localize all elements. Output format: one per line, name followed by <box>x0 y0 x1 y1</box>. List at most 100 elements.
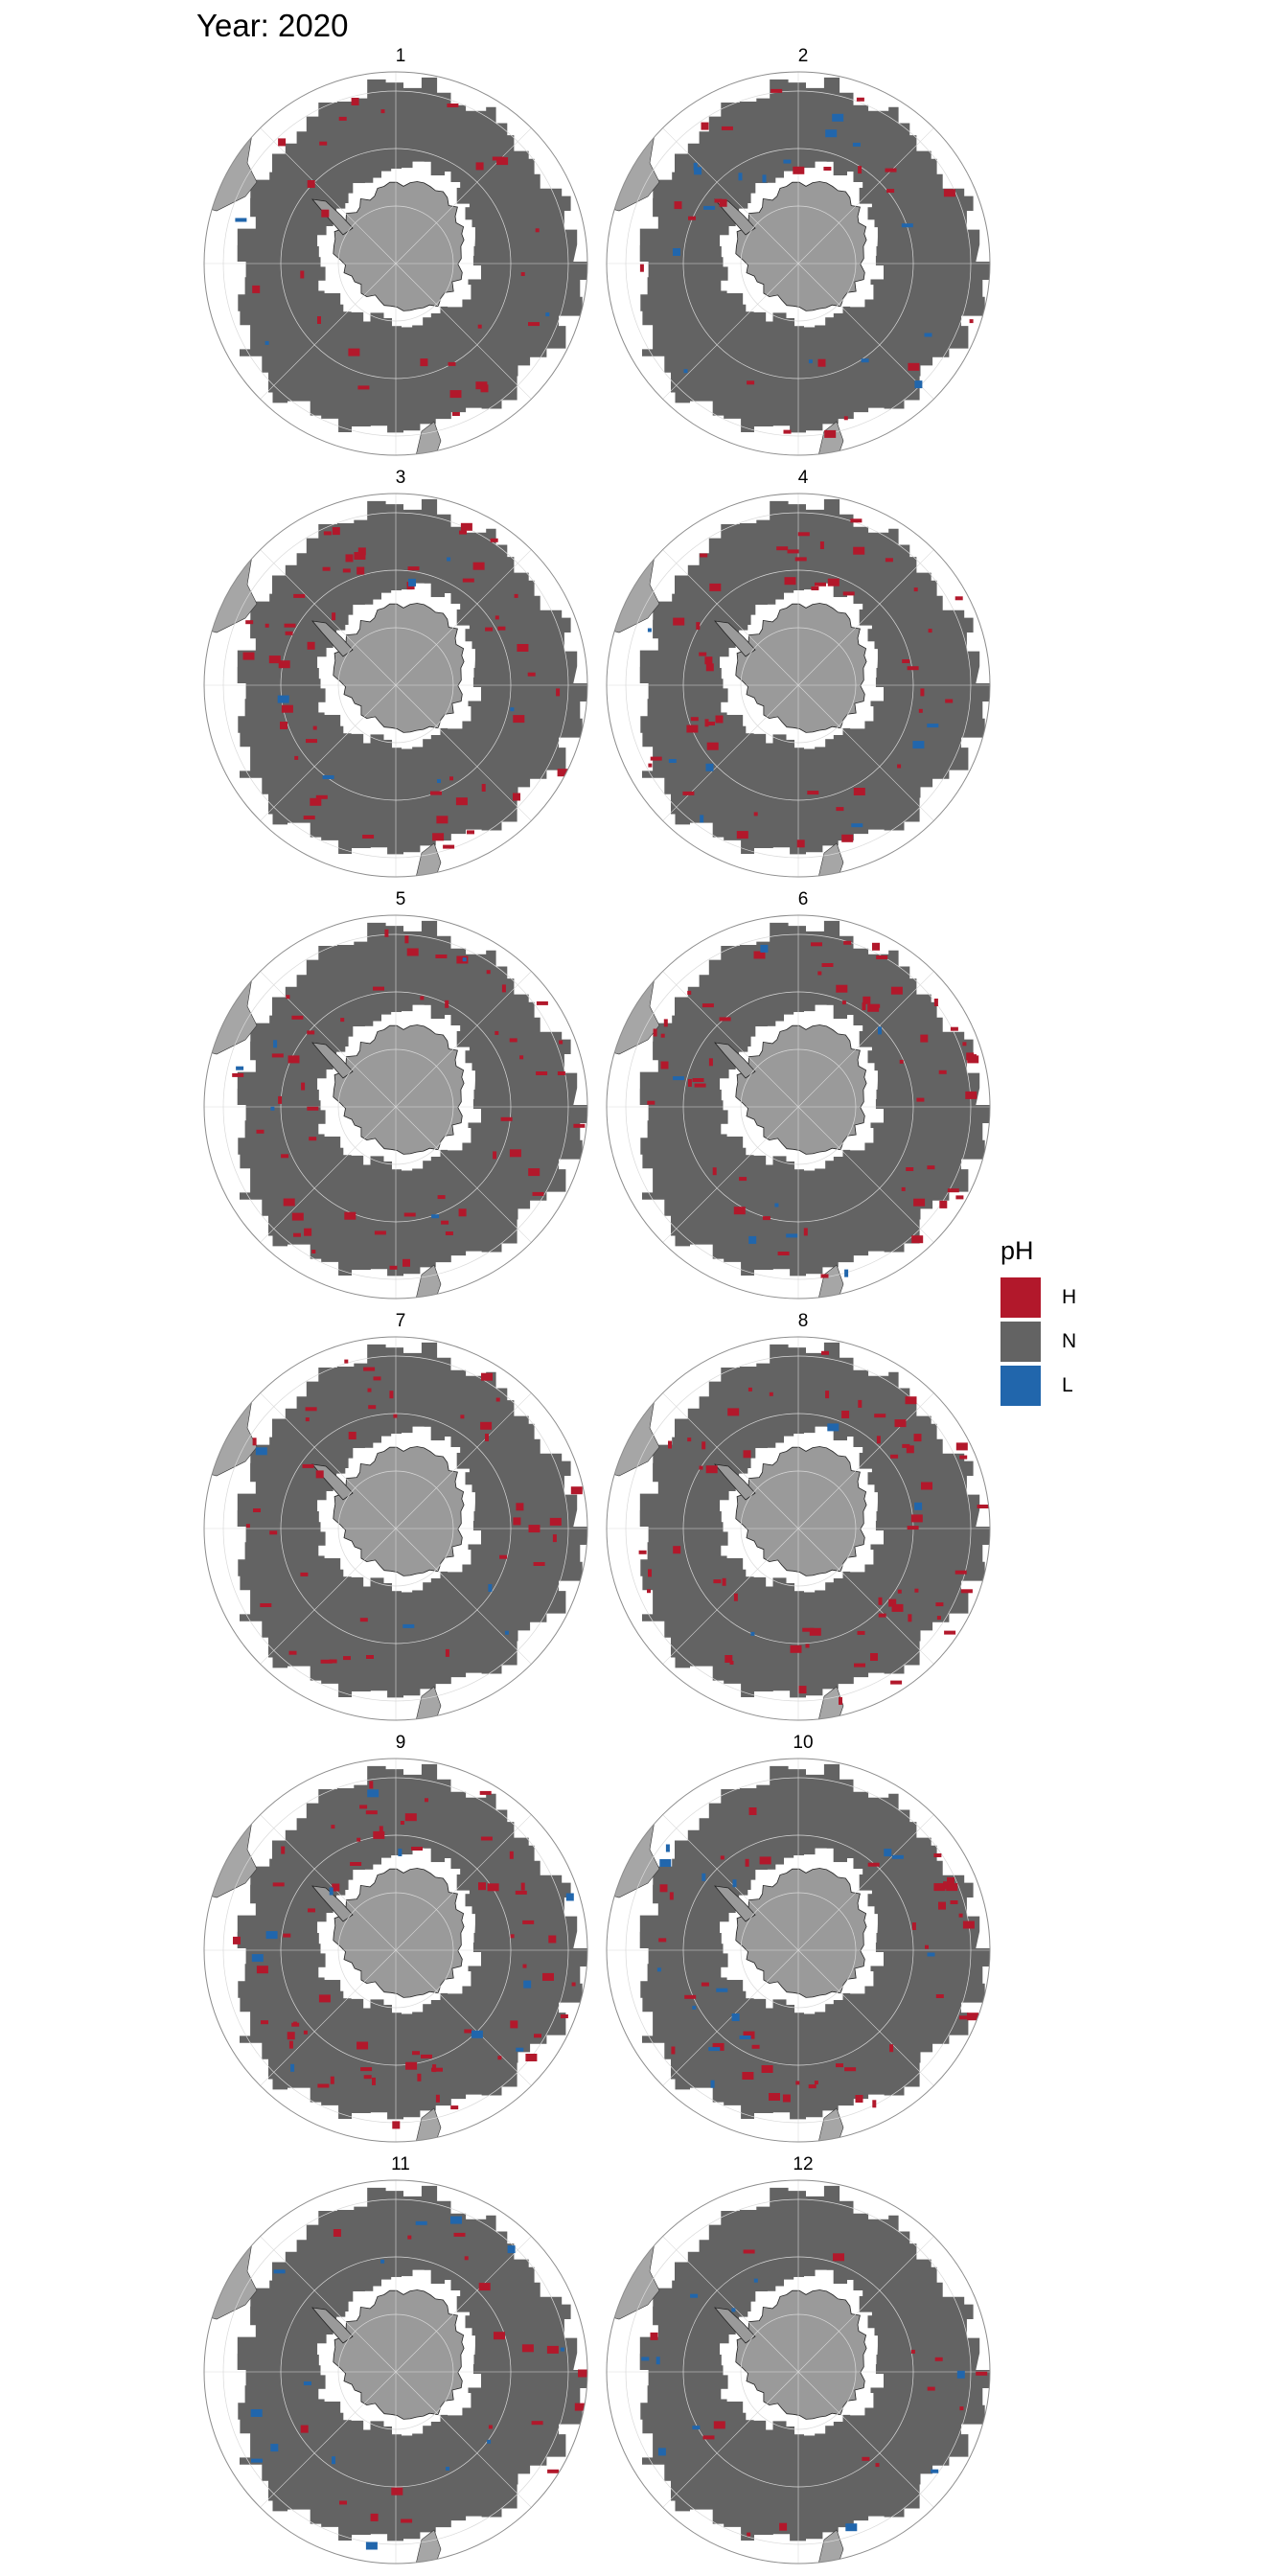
ph-cell-h <box>916 1097 925 1102</box>
ph-cell-l <box>783 159 792 164</box>
ph-cell-h <box>890 986 903 995</box>
ph-cell-h <box>890 1454 899 1459</box>
graticule-meridian <box>797 1106 934 1243</box>
ph-cell-h <box>517 644 529 652</box>
antarctica-landmass <box>333 2289 465 2420</box>
map-panel-10: 10 <box>602 1733 1004 2154</box>
ph-cell-h <box>795 2081 800 2085</box>
ph-cell-l <box>402 1623 415 1628</box>
africa-landmass <box>860 72 909 87</box>
ph-cell-h <box>547 2469 560 2473</box>
ph-cell-h <box>520 1882 525 1891</box>
ph-cell-h <box>435 954 448 958</box>
ph-cell-h <box>521 2344 534 2353</box>
ph-cell-h <box>496 157 509 166</box>
ph-cell-h <box>486 970 491 975</box>
ph-cell-h <box>639 264 644 272</box>
ph-cell-l <box>844 1269 849 1277</box>
ph-cell-h <box>688 216 696 220</box>
ph-cell-h <box>552 1534 557 1543</box>
ph-cell-h <box>821 963 834 967</box>
ph-cell-h <box>876 955 888 959</box>
ph-cell-h <box>494 2332 505 2340</box>
ph-cell-l <box>760 944 769 953</box>
legend-swatch-l <box>1000 1366 1041 1406</box>
ph-cell-h <box>560 2014 568 2018</box>
map-content <box>607 1337 990 1720</box>
graticule-meridian <box>260 549 397 686</box>
ph-cell-l <box>739 2036 751 2039</box>
ph-cell-l <box>924 333 932 337</box>
ph-cell-h <box>510 1934 515 1939</box>
ph-cell-h <box>514 593 518 598</box>
ph-cell-h <box>393 1414 398 1418</box>
map-border <box>606 1758 991 2143</box>
ph-cell-h <box>445 1231 453 1235</box>
ph-cell-h <box>515 1890 527 1895</box>
panel-label: 5 <box>395 889 406 909</box>
ph-cell-h <box>301 1082 306 1091</box>
panel-label: 8 <box>797 1311 809 1331</box>
ph-cell-h <box>315 794 328 799</box>
ph-cell-h <box>278 660 290 669</box>
map-border <box>203 1336 588 1721</box>
ph-cell-h <box>343 1656 351 1661</box>
ph-cell-h <box>889 2044 894 2053</box>
ph-cell-h <box>293 593 306 598</box>
ph-cell-l <box>507 2245 516 2254</box>
ph-cell-h <box>906 1445 914 1454</box>
ph-cell-h <box>803 1228 808 1236</box>
ph-cell-h <box>372 2077 376 2085</box>
ph-cell-h <box>402 1258 410 1267</box>
ph-cell-h <box>281 1154 289 1159</box>
ph-cell-h <box>432 833 445 841</box>
ph-cell-h <box>839 1696 842 1705</box>
ph-cell-h <box>938 1901 946 1910</box>
ph-cell-h <box>856 97 864 102</box>
graticule-meridian <box>395 1392 532 1530</box>
ph-cell-h <box>790 1644 802 1653</box>
ph-cell-h <box>432 2064 437 2073</box>
ph-cell-h <box>306 739 317 744</box>
graticule-meridian <box>662 263 799 400</box>
ph-cell-h <box>367 1388 372 1392</box>
ph-cell-h <box>308 1908 315 1913</box>
ph-cell-l <box>931 2469 939 2473</box>
ph-cell-l <box>731 2013 740 2021</box>
ph-cell-h <box>825 1391 830 1399</box>
ph-cell-h <box>841 1411 850 1418</box>
graticule-meridian <box>797 971 934 1108</box>
ph-cell-h <box>323 531 332 536</box>
ocean-grid-cells-n <box>237 1763 587 2120</box>
ph-cell-h <box>743 2031 755 2039</box>
ph-cell-h <box>356 566 365 575</box>
ph-cell-h <box>946 1883 958 1892</box>
ph-cell-h <box>687 990 692 995</box>
ph-cell-h <box>753 951 766 959</box>
ph-cell-h <box>570 1486 583 1495</box>
ph-cell-h <box>245 620 254 625</box>
ph-cell-h <box>653 1028 657 1037</box>
ph-cell-h <box>927 1165 935 1170</box>
map-panel-5: 5 <box>199 889 602 1311</box>
antarctic-peninsula <box>714 2307 756 2344</box>
map-border <box>203 2179 588 2564</box>
ph-cell-h <box>300 1572 309 1576</box>
ph-cell-h <box>885 558 893 563</box>
graticule-meridian <box>662 2371 799 2508</box>
ph-cell-h <box>370 2513 379 2521</box>
ph-cell-h <box>479 1790 492 1795</box>
ph-cell-h <box>935 1602 944 1607</box>
ph-cell-h <box>272 1882 285 1887</box>
ph-cell-h <box>715 715 724 724</box>
ph-cell-h <box>557 769 569 777</box>
africa-landmass <box>860 915 909 931</box>
ph-cell-h <box>475 381 488 390</box>
ph-cell-l <box>647 628 652 632</box>
ph-cell-h <box>441 1220 449 1225</box>
ph-cell-h <box>841 1000 846 1005</box>
graticule-meridian <box>260 971 397 1108</box>
ph-cell-h <box>472 562 485 570</box>
ph-cell-l <box>657 2448 666 2456</box>
graticule-meridian <box>260 1814 397 1951</box>
